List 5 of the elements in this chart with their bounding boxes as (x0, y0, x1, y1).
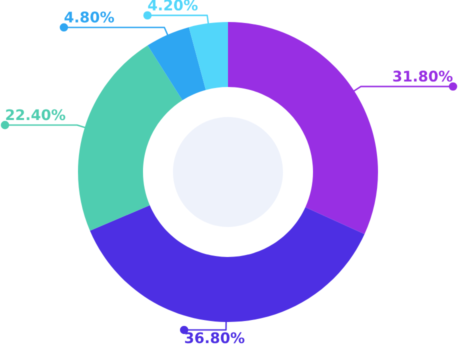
data-label: 31.80% (393, 70, 453, 82)
data-label: 4.80% (64, 12, 114, 23)
data-label: 36.80% (185, 332, 244, 344)
data-label: 22.40% (6, 109, 66, 120)
data-label: 4.20% (148, 0, 198, 11)
